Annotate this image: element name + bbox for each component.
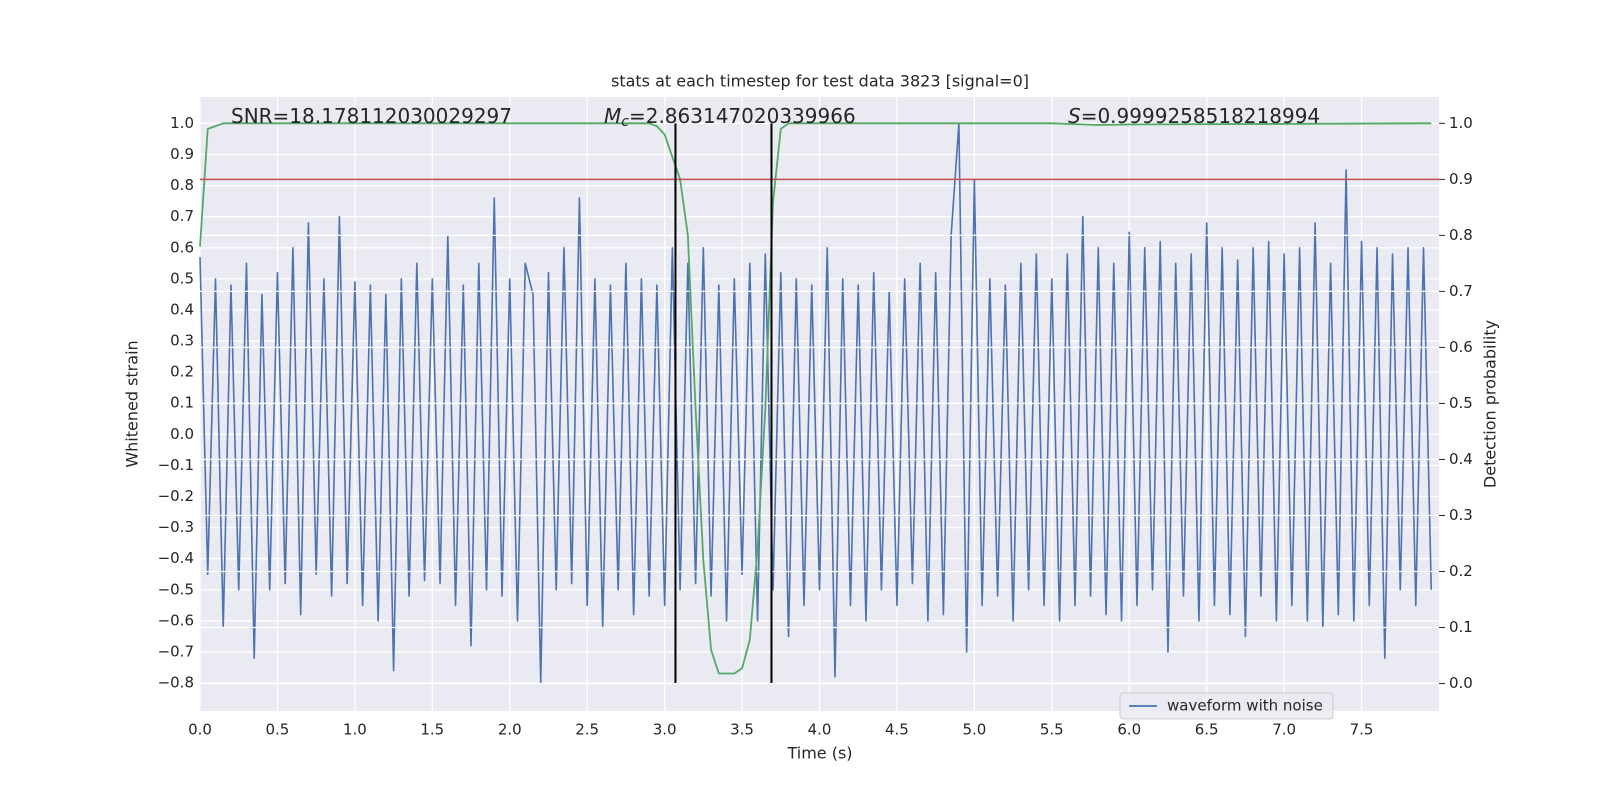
y-tick-label: −0.2 — [158, 487, 194, 505]
x-tick-label: 6.0 — [1117, 721, 1141, 739]
y-tick-label: 1.0 — [170, 114, 194, 132]
y-tick-label: −0.3 — [158, 518, 194, 536]
x-tick-label: 7.5 — [1350, 721, 1374, 739]
annotation-text: =0.9999258518218994 — [1081, 104, 1320, 128]
y-tick-label: −0.8 — [158, 674, 194, 692]
chart-title: stats at each timestep for test data 382… — [611, 72, 1029, 91]
annotation-subscript: c — [621, 114, 629, 130]
y2-tick-label: 1.0 — [1449, 114, 1473, 132]
x-tick-label: 4.0 — [808, 721, 832, 739]
x-tick-label: 6.5 — [1195, 721, 1219, 739]
x-tick-label: 4.5 — [885, 721, 909, 739]
y2-tick-label: 0.6 — [1449, 338, 1473, 356]
annotation-text: =2.863147020339966 — [629, 104, 856, 128]
y-tick-label: 0.6 — [170, 238, 194, 256]
annotation: SNR=18.178112030029297 — [231, 104, 512, 128]
annotation-symbol: M — [604, 104, 621, 128]
x-tick-label: 0.0 — [188, 721, 212, 739]
y2-tick-label: 0.1 — [1449, 618, 1473, 636]
legend-label: waveform with noise — [1167, 697, 1323, 715]
y-tick-label: 0.9 — [170, 145, 194, 163]
x-tick-label: 3.0 — [653, 721, 677, 739]
y-tick-label: −0.5 — [158, 580, 194, 598]
y-tick-label: 0.2 — [170, 363, 194, 381]
y-tick-label: 0.8 — [170, 176, 194, 194]
waveform-line — [199, 122, 1433, 684]
y-tick-label: 0.4 — [170, 300, 194, 318]
y-tick-label: 0.0 — [170, 425, 194, 443]
y2-tick-label: 0.9 — [1449, 170, 1473, 188]
x-tick-label: 7.0 — [1272, 721, 1296, 739]
x-tick-label: 2.5 — [575, 721, 599, 739]
y-tick-label: 0.3 — [170, 332, 194, 350]
x-tick-label: 1.0 — [343, 721, 367, 739]
y-tick-label: 0.5 — [170, 269, 194, 287]
y2-tick-label: 0.7 — [1449, 282, 1473, 300]
probability-line — [199, 122, 1432, 675]
x-axis-label: Time (s) — [786, 744, 852, 763]
y2-tick-label: 0.3 — [1449, 506, 1473, 524]
legend-box — [1119, 692, 1334, 720]
y2-tick-label: 0.5 — [1449, 394, 1473, 412]
annotation: Mc=2.863147020339966 — [604, 104, 856, 131]
x-tick-label: 5.5 — [1040, 721, 1064, 739]
y-tick-label: −0.7 — [158, 642, 194, 660]
y-tick-label: −0.6 — [158, 611, 194, 629]
y-tick-label: 0.1 — [170, 394, 194, 412]
annotation-text: SNR=18.178112030029297 — [231, 104, 512, 128]
x-tick-label: 2.0 — [498, 721, 522, 739]
y2-tick-label: 0.4 — [1449, 450, 1473, 468]
x-tick-label: 3.5 — [730, 721, 754, 739]
x-tick-label: 5.0 — [962, 721, 986, 739]
x-tick-label: 1.5 — [420, 721, 444, 739]
y2-tick-label: 0.8 — [1449, 226, 1473, 244]
y2-tick-label: 0.0 — [1449, 674, 1473, 692]
y-tick-label: −0.1 — [158, 456, 194, 474]
y-tick-label: −0.4 — [158, 549, 194, 567]
annotation: S=0.9999258518218994 — [1068, 104, 1320, 128]
y2-tick-label: 0.2 — [1449, 562, 1473, 580]
x-tick-label: 0.5 — [266, 721, 290, 739]
annotation-symbol: S — [1068, 104, 1081, 128]
y-tick-label: 0.7 — [170, 207, 194, 225]
y2-axis-label: Detection probability — [1481, 320, 1500, 488]
y-axis-label: Whitened strain — [123, 340, 142, 467]
